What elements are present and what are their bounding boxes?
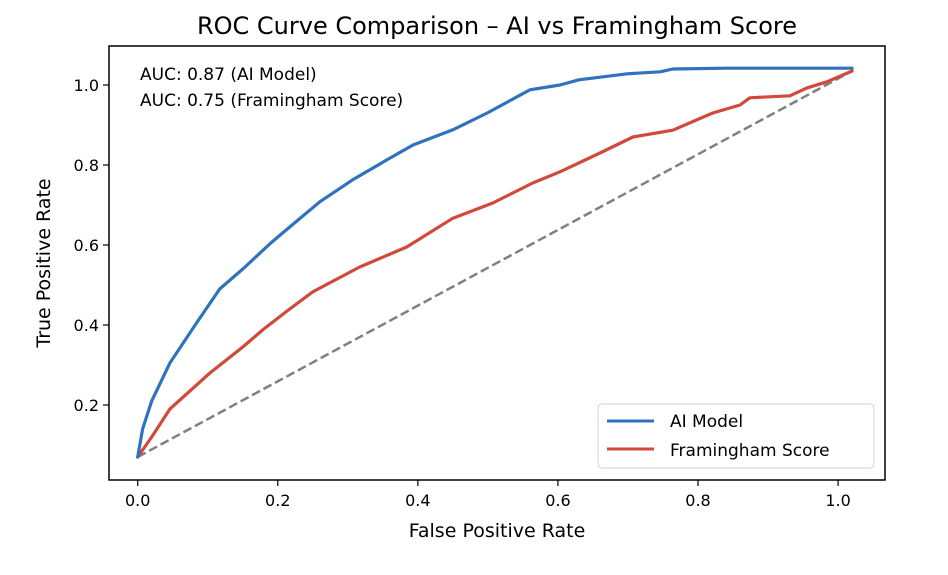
auc-annotation-framingham: AUC: 0.75 (Framingham Score) [140, 91, 403, 111]
x-tick-label: 0.4 [405, 491, 430, 510]
y-axis-label: True Positive Rate [33, 178, 55, 348]
legend: AI Model Framingham Score [597, 403, 875, 469]
x-tick-label: 0.8 [685, 491, 710, 510]
x-tick-label: 0.2 [265, 491, 290, 510]
y-tick-label: 1.0 [74, 76, 99, 95]
series-line-ai-model [136, 66, 854, 459]
y-tick-label: 0.8 [74, 156, 99, 175]
axes-frame [108, 45, 886, 481]
y-tick-label: 0.2 [74, 396, 99, 415]
legend-label-ai-model: AI Model [670, 412, 743, 432]
legend-label-framingham: Framingham Score [670, 441, 830, 461]
x-tick-label: 1.0 [825, 491, 850, 510]
series-line-random-diagonal [137, 69, 853, 459]
x-axis: 0.0 0.2 0.4 0.6 0.8 1.0 [125, 480, 851, 510]
series-line-framingham-score [136, 69, 854, 459]
x-tick-label: 0.0 [125, 491, 150, 510]
y-tick-label: 0.6 [74, 236, 99, 255]
legend-box [597, 403, 875, 469]
x-axis-label: False Positive Rate [409, 520, 586, 542]
x-tick-label: 0.6 [545, 491, 570, 510]
chart-title: ROC Curve Comparison – AI vs Framingham … [197, 12, 797, 40]
y-tick-label: 0.4 [74, 316, 99, 335]
plot-area [136, 66, 854, 459]
auc-annotation-ai: AUC: 0.87 (AI Model) [140, 65, 317, 85]
y-axis: 0.2 0.4 0.6 0.8 1.0 [74, 76, 109, 415]
